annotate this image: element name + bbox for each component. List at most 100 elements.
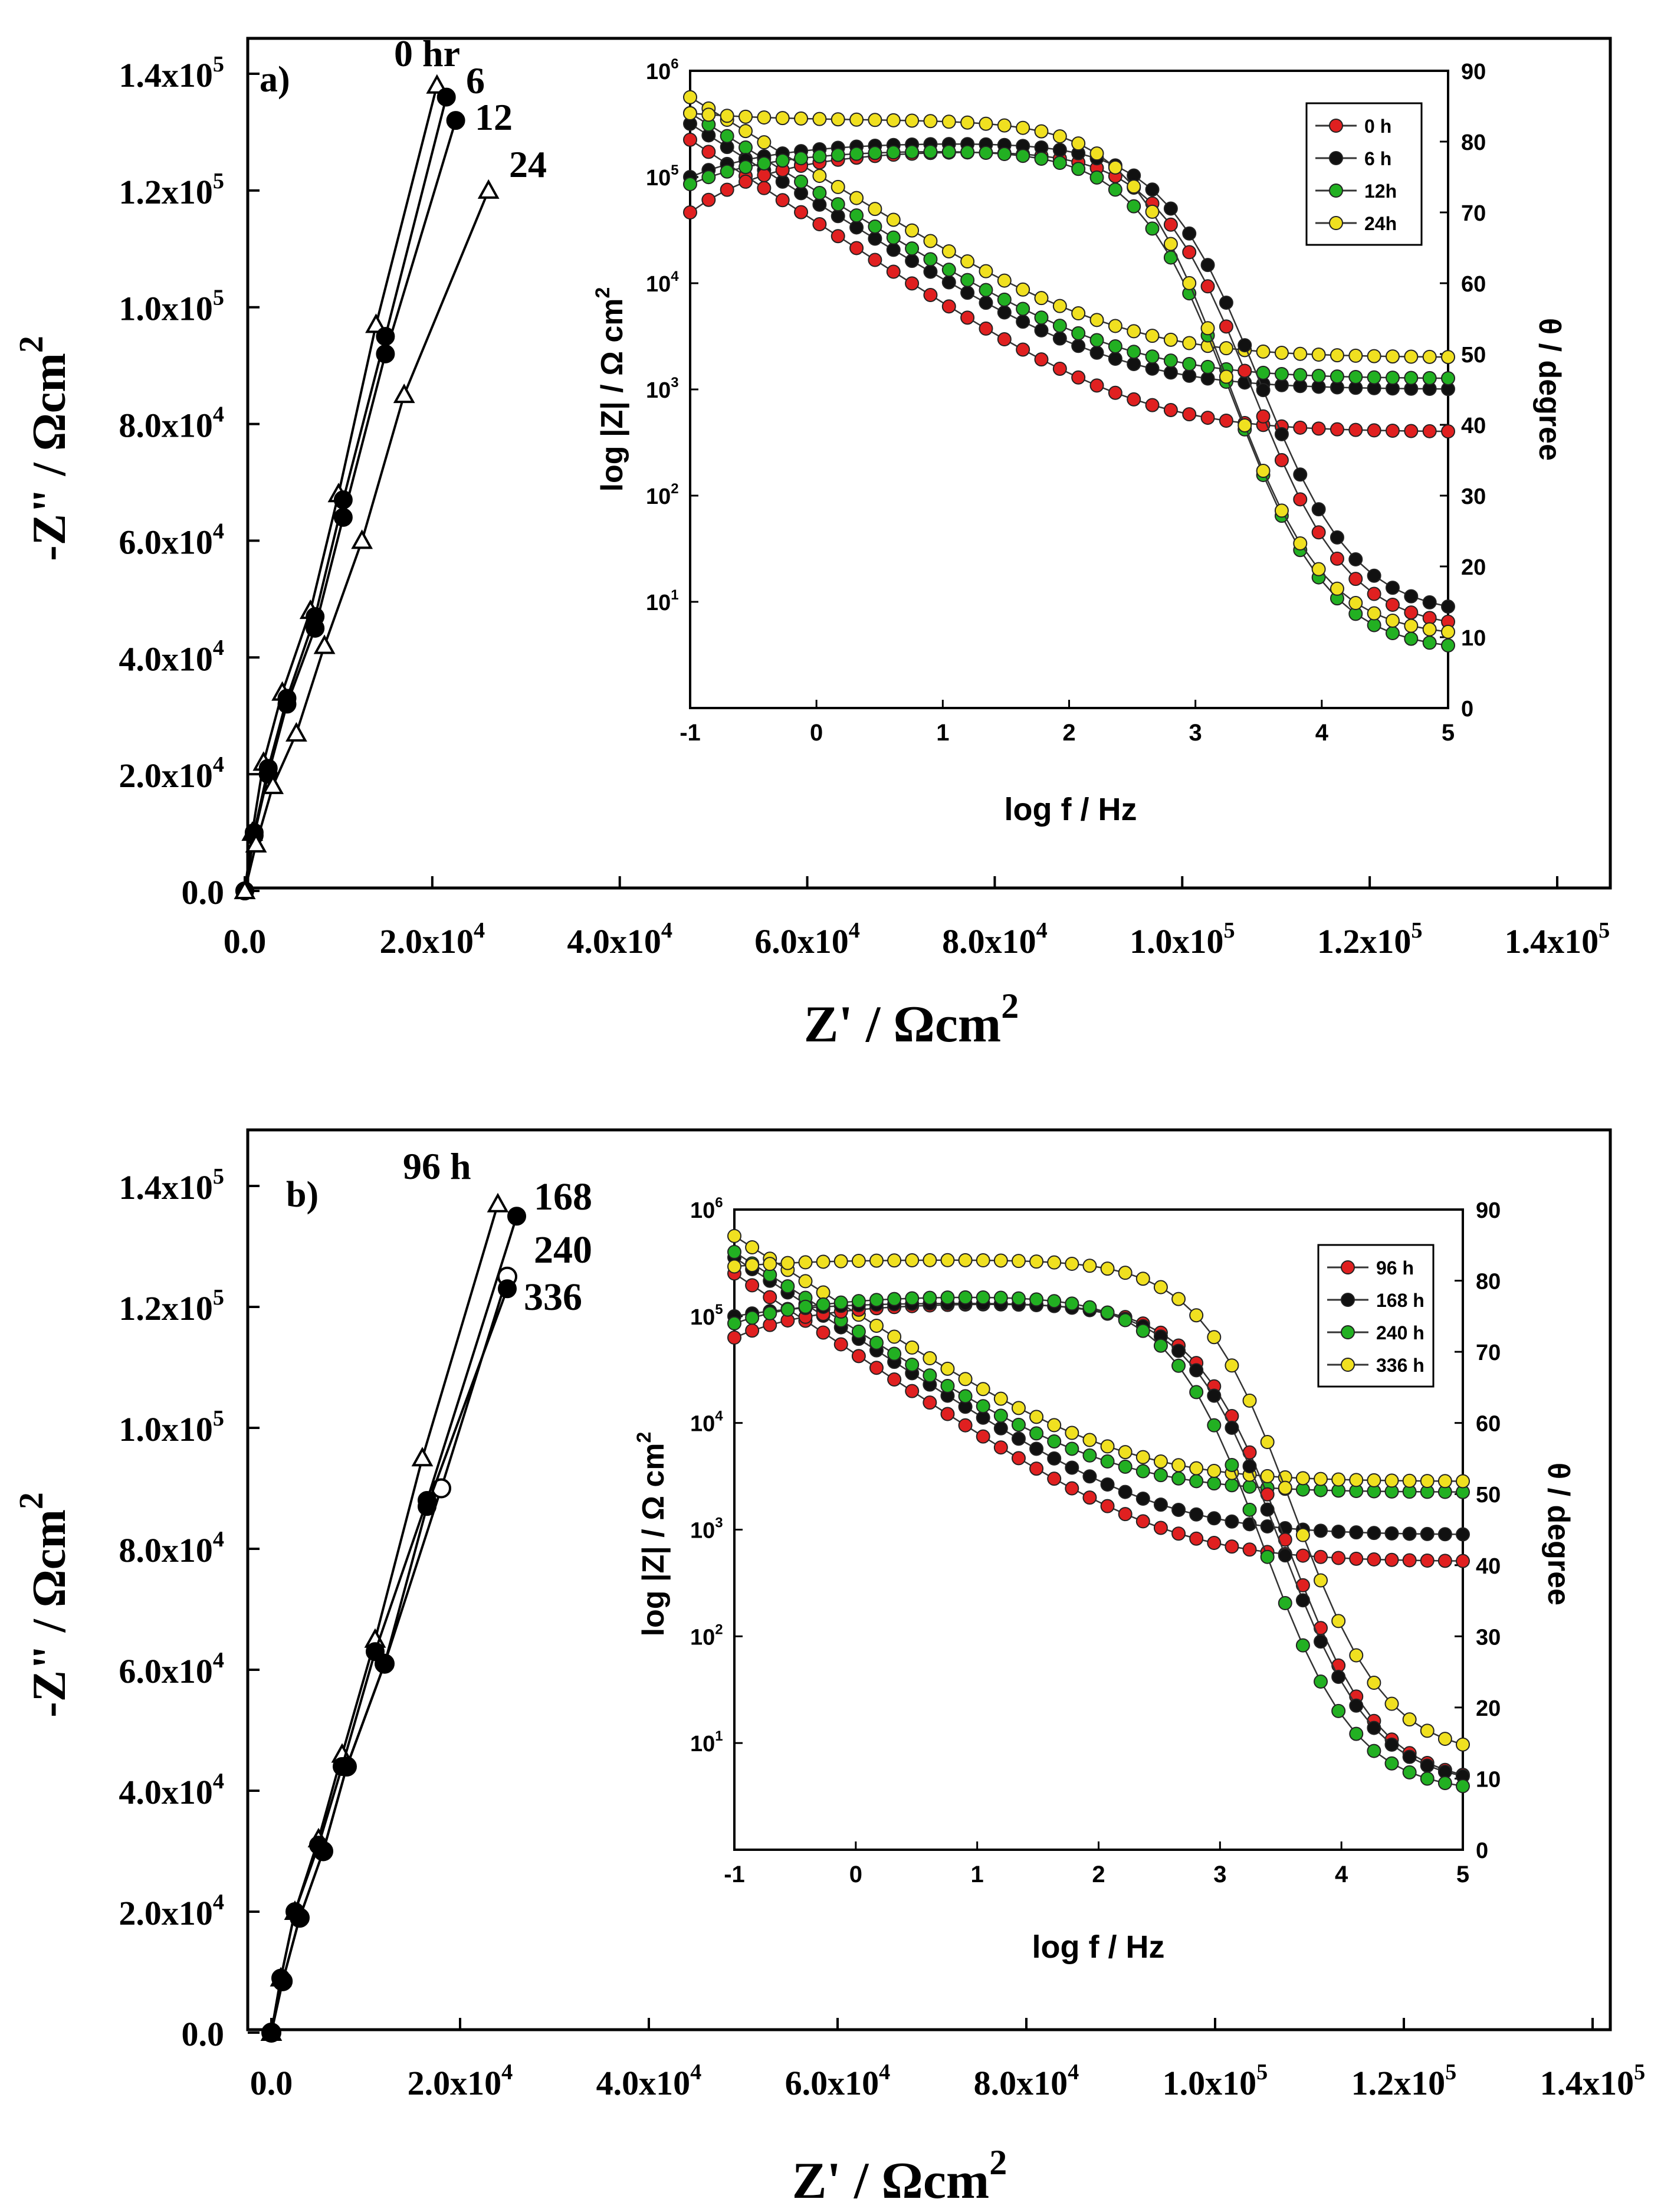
y-tick-label: 2.0x104: [119, 752, 224, 795]
impedance-point: [1127, 324, 1141, 339]
phase-point: [1384, 1737, 1399, 1752]
series-label: 96 h: [403, 1145, 471, 1187]
impedance-point: [1242, 1542, 1257, 1557]
bode-x-tick-label: 3: [1213, 1862, 1226, 1887]
tick-mantissa: 1.0x10: [119, 1410, 213, 1449]
impedance-point: [1016, 342, 1030, 357]
tick-mantissa: 8.0x10: [119, 407, 213, 445]
tick-mantissa: 4.0x10: [119, 1773, 213, 1811]
x-tick-label: 0.0: [250, 2064, 293, 2102]
legend-box: [1317, 1244, 1435, 1388]
impedance-point: [923, 1368, 937, 1383]
nyquist-point: [277, 694, 297, 714]
phase-point: [1385, 613, 1400, 628]
legend-marker: [1329, 183, 1343, 198]
impedance-point: [1404, 349, 1419, 364]
bode-series-b: [727, 1228, 1470, 1794]
phase-point: [1295, 1593, 1310, 1608]
tick-exponent: 1: [671, 587, 678, 603]
tick-exponent: 4: [501, 2060, 513, 2085]
panel-b: b) 0.02.0x1044.0x1046.0x1048.0x1041.0x10…: [12, 1128, 1645, 2210]
phase-point: [701, 192, 716, 207]
impedance-point: [1456, 1474, 1470, 1489]
bode-x-label-b: log f / Hz: [1032, 1929, 1165, 1965]
legend-marker: [1329, 119, 1343, 133]
tick-exponent: 6: [715, 1195, 723, 1211]
impedance-point: [1082, 1469, 1097, 1484]
phase-point: [886, 145, 901, 160]
phase-point: [833, 1254, 848, 1269]
impedance-point: [1384, 1526, 1399, 1541]
tick-exponent: 5: [213, 52, 224, 77]
phase-point: [1089, 146, 1104, 161]
phase-point: [1189, 1308, 1204, 1323]
tick-exponent: 2: [715, 1621, 723, 1637]
impedance-point: [794, 205, 809, 219]
phase-point: [1163, 237, 1178, 251]
phase-point: [1052, 129, 1067, 144]
impedance-point: [1047, 1434, 1062, 1449]
impedance-point: [1163, 365, 1178, 380]
phase-point: [1256, 383, 1271, 398]
tick-mantissa: 2.0x10: [380, 922, 474, 961]
nyquist-point: [418, 1497, 436, 1516]
impedance-point: [1082, 1490, 1097, 1505]
phase-point: [720, 109, 734, 123]
nyquist-frame-b: [246, 1128, 1612, 2031]
impedance-point: [997, 305, 1012, 320]
phase-point: [1163, 201, 1178, 216]
nyquist-point: [337, 1757, 356, 1776]
phase-point: [1293, 467, 1308, 482]
impedance-point: [1437, 1474, 1452, 1489]
impedance-point: [757, 181, 772, 195]
phase-point: [979, 145, 993, 160]
tick-exponent: 4: [213, 1527, 224, 1552]
phase-point: [1052, 156, 1067, 171]
impedance-point: [1404, 424, 1419, 438]
phase-point: [1402, 1765, 1417, 1780]
phase-point: [1238, 418, 1252, 432]
phase-point: [1135, 1272, 1150, 1286]
x-tick-label: 1.2x105: [1351, 2060, 1457, 2102]
impedance-point: [1065, 1441, 1079, 1456]
legend-marker: [1329, 151, 1343, 165]
impedance-point: [1034, 323, 1049, 337]
impedance-point: [993, 1408, 1008, 1423]
phase-point: [1456, 1779, 1470, 1794]
bode-right-tick-label: 90: [1461, 60, 1486, 84]
impedance-point: [831, 197, 845, 212]
nyquist-point: [376, 344, 395, 363]
impedance-point: [1100, 1499, 1115, 1513]
bode-right-label-b: θ / degree: [1541, 1463, 1575, 1605]
legend-marker: [1341, 1325, 1355, 1339]
impedance-point: [1420, 1553, 1435, 1568]
phase-point: [923, 145, 938, 159]
phase-point: [745, 1323, 760, 1338]
phase-point: [868, 146, 882, 160]
impedance-point: [1189, 1461, 1204, 1476]
phase-point: [727, 1331, 741, 1345]
phase-point: [941, 114, 956, 129]
bode-right-tick-label: 10: [1461, 626, 1486, 651]
impedance-point: [738, 140, 753, 155]
phase-point: [798, 1299, 813, 1314]
impedance-point: [1071, 339, 1086, 353]
phase-point: [958, 1253, 973, 1267]
bode-left-tick-label: 103: [646, 375, 679, 403]
phase-point: [1311, 525, 1326, 540]
impedance-point: [923, 264, 938, 279]
phase-point: [887, 1292, 902, 1306]
bode-right-tick-label: 40: [1461, 414, 1486, 438]
phase-point: [1082, 1300, 1097, 1315]
y-tick-label: 0.0: [182, 2015, 225, 2053]
impedance-point: [1082, 1448, 1097, 1463]
nyquist-point: [365, 313, 387, 333]
phase-point: [831, 112, 845, 127]
phase-point: [869, 1293, 884, 1307]
y-tick-label: 1.0x105: [119, 1406, 224, 1449]
phase-point: [1200, 279, 1215, 294]
phase-point: [1367, 1721, 1381, 1735]
tick-exponent: 4: [213, 752, 224, 777]
